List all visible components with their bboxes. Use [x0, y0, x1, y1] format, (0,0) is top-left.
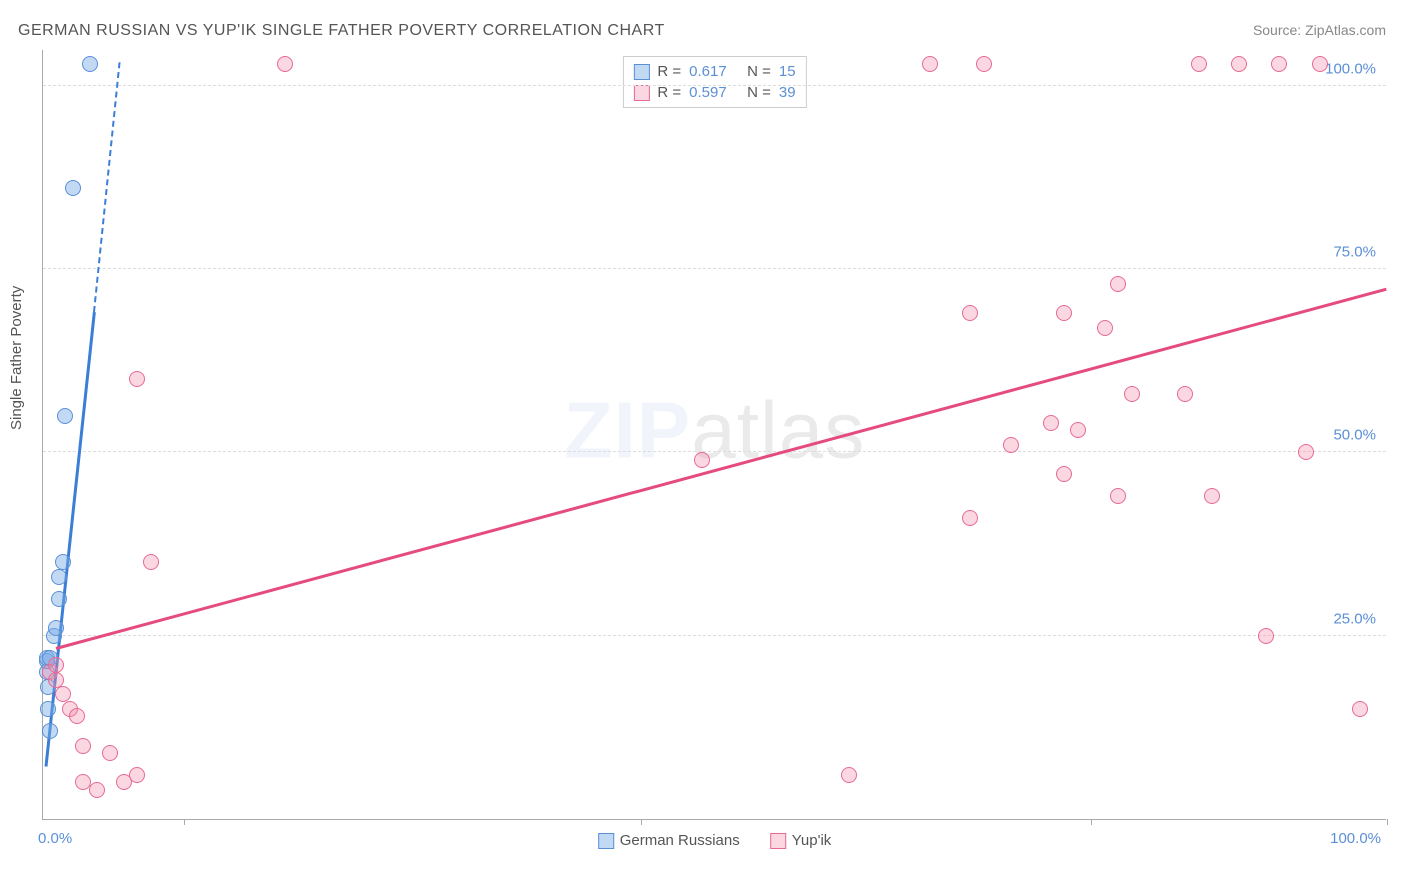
data-point [48, 657, 64, 673]
data-point [1191, 56, 1207, 72]
data-point [40, 701, 56, 717]
scatter-chart: ZIPatlas R =0.617N =15R =0.597N =39 0.0%… [42, 50, 1386, 820]
data-point [57, 408, 73, 424]
data-point [129, 767, 145, 783]
data-point [1056, 305, 1072, 321]
data-point [962, 510, 978, 526]
data-point [129, 371, 145, 387]
x-axis-min-label: 0.0% [38, 830, 72, 847]
series-legend: German Russians Yup'ik [598, 832, 832, 849]
trend-line [56, 288, 1387, 650]
gridline [43, 451, 1386, 452]
y-tick-label: 75.0% [1333, 244, 1376, 261]
data-point [69, 708, 85, 724]
series-swatch [598, 833, 614, 849]
legend-item: Yup'ik [770, 832, 832, 849]
data-point [1312, 56, 1328, 72]
data-point [51, 569, 67, 585]
data-point [976, 56, 992, 72]
trend-line-extrapolated [93, 63, 121, 313]
data-point [1352, 701, 1368, 717]
series-swatch [633, 85, 649, 101]
gridline [43, 85, 1386, 86]
data-point [1110, 276, 1126, 292]
data-point [55, 554, 71, 570]
x-tick [184, 819, 185, 825]
data-point [1124, 386, 1140, 402]
source-label: Source: ZipAtlas.com [1253, 22, 1386, 38]
data-point [694, 452, 710, 468]
data-point [48, 672, 64, 688]
data-point [42, 723, 58, 739]
data-point [143, 554, 159, 570]
data-point [55, 686, 71, 702]
data-point [1271, 56, 1287, 72]
legend-item: German Russians [598, 832, 740, 849]
gridline [43, 635, 1386, 636]
chart-title: GERMAN RUSSIAN VS YUP'IK SINGLE FATHER P… [18, 22, 665, 40]
data-point [75, 738, 91, 754]
data-point [1204, 488, 1220, 504]
y-tick-label: 25.0% [1333, 610, 1376, 627]
data-point [1003, 437, 1019, 453]
data-point [1043, 415, 1059, 431]
stats-row: R =0.617N =15 [633, 61, 795, 82]
data-point [1298, 444, 1314, 460]
data-point [841, 767, 857, 783]
series-swatch [770, 833, 786, 849]
series-swatch [633, 64, 649, 80]
data-point [922, 56, 938, 72]
stats-legend: R =0.617N =15R =0.597N =39 [622, 56, 806, 108]
legend-label: German Russians [620, 832, 740, 849]
data-point [65, 180, 81, 196]
data-point [1177, 386, 1193, 402]
data-point [1097, 320, 1113, 336]
y-tick-label: 100.0% [1325, 60, 1376, 77]
data-point [1110, 488, 1126, 504]
data-point [277, 56, 293, 72]
data-point [1231, 56, 1247, 72]
data-point [1070, 422, 1086, 438]
data-point [1258, 628, 1274, 644]
data-point [89, 782, 105, 798]
data-point [962, 305, 978, 321]
x-tick [1387, 819, 1388, 825]
x-axis-max-label: 100.0% [1330, 830, 1381, 847]
watermark: ZIPatlas [564, 384, 865, 476]
y-axis-label: Single Father Poverty [8, 286, 25, 430]
x-tick [1091, 819, 1092, 825]
data-point [102, 745, 118, 761]
y-tick-label: 50.0% [1333, 427, 1376, 444]
x-tick [641, 819, 642, 825]
gridline [43, 268, 1386, 269]
data-point [48, 620, 64, 636]
data-point [51, 591, 67, 607]
data-point [82, 56, 98, 72]
legend-label: Yup'ik [792, 832, 832, 849]
data-point [1056, 466, 1072, 482]
